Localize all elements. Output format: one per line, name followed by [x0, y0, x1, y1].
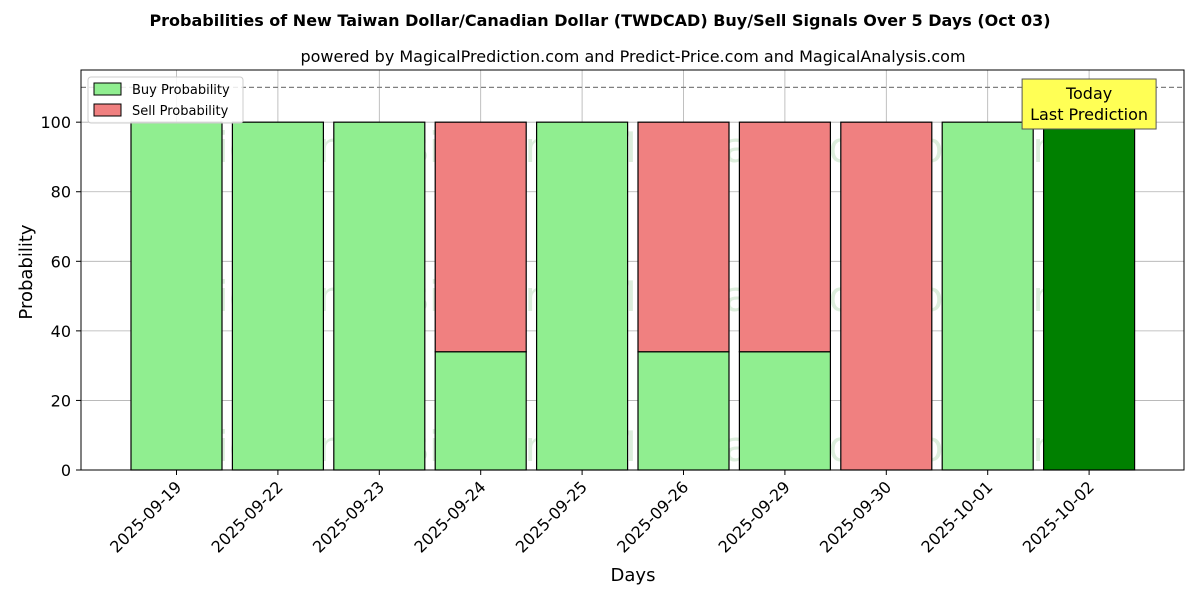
x-tick-label: 2025-09-30	[816, 477, 895, 556]
bar-buy-2025-09-26	[637, 351, 730, 471]
bar-sell-2025-09-26	[637, 121, 730, 353]
x-tick-label: 2025-10-01	[917, 477, 996, 556]
annotation-line-last-prediction: Last Prediction	[1030, 105, 1148, 124]
bar-buy-2025-10-02	[1042, 121, 1136, 471]
y-axis-label: Probability	[16, 224, 37, 319]
x-tick-label: 2025-09-23	[309, 477, 388, 556]
x-tick-label: 2025-09-24	[410, 477, 489, 556]
x-tick-label: 2025-09-29	[715, 477, 794, 556]
bars	[81, 86, 1184, 471]
x-tick-label: 2025-09-25	[512, 477, 591, 556]
x-tick-label: 2025-10-02	[1019, 477, 1098, 556]
chart-subtitle: powered by MagicalPrediction.com and Pre…	[300, 47, 965, 66]
bar-sell-2025-09-24	[434, 121, 527, 353]
bar-sell-2025-09-30	[840, 121, 933, 471]
legend: Buy Probability Sell Probability	[87, 76, 244, 124]
bar-buy-2025-09-22	[231, 121, 324, 471]
legend-label-1: Sell Probability	[132, 104, 229, 119]
chart-title: Probabilities of New Taiwan Dollar/Canad…	[149, 11, 1050, 30]
y-tick-label: 0	[61, 461, 71, 480]
annotation-box	[1021, 78, 1157, 130]
x-tick-label: 2025-09-19	[106, 477, 185, 556]
bar-sell-2025-09-29	[738, 121, 832, 353]
y-tick-label: 100	[40, 113, 71, 132]
legend-label-0: Buy Probability	[132, 83, 230, 98]
legend-swatch-0	[93, 82, 122, 96]
plot-frame	[80, 69, 1185, 471]
bar-buy-2025-09-19	[130, 121, 223, 471]
annotation-line-today: Today	[1065, 84, 1112, 103]
y-tick-label: 40	[51, 322, 71, 341]
legend-box	[87, 76, 244, 124]
bar-buy-2025-09-24	[434, 351, 527, 471]
bar-buy-2025-10-01	[941, 121, 1034, 471]
bar-buy-2025-09-29	[738, 351, 832, 471]
y-tick-label: 20	[51, 391, 71, 410]
today-annotation: Today Last Prediction	[1021, 78, 1157, 130]
legend-swatch-1	[93, 103, 122, 117]
bar-buy-2025-09-23	[333, 121, 426, 471]
y-tick-label: 60	[51, 252, 71, 271]
x-tick-label: 2025-09-26	[613, 477, 692, 556]
y-tick-label: 80	[51, 183, 71, 202]
bar-buy-2025-09-25	[535, 121, 629, 471]
x-tick-label: 2025-09-22	[208, 477, 287, 556]
x-axis-label: Days	[611, 565, 656, 586]
